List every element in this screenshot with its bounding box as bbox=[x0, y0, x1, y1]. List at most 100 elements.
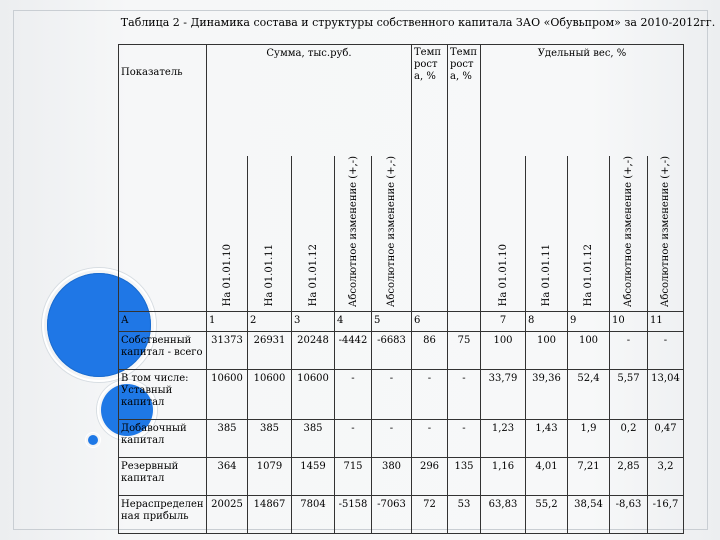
table-cell: - bbox=[334, 418, 372, 458]
col-header-weight-2-label: На 01.01.11 bbox=[541, 244, 552, 307]
table-cell: 7804 bbox=[291, 494, 335, 534]
table-cell: 5,57 bbox=[609, 368, 648, 420]
col-header-weight-5: Абсолютное изменение (+,-) bbox=[647, 155, 684, 312]
table-cell: - bbox=[609, 330, 648, 370]
table-cell: 1459 bbox=[291, 456, 335, 496]
table-cell: 13,04 bbox=[647, 368, 684, 420]
table-cell: - bbox=[447, 368, 481, 420]
col-header-sum-4-label: Абсолютное изменение (+,-) bbox=[347, 155, 359, 307]
col-header-sum-3: На 01.01.12 bbox=[291, 155, 335, 312]
col-number: 9 bbox=[567, 310, 610, 332]
col-header-sum-1-label: На 01.01.10 bbox=[221, 244, 233, 307]
table-cell: -8,63 bbox=[609, 494, 648, 534]
capital-table: Показатель Сумма, тыс.руб. Темп рост а, … bbox=[118, 44, 684, 534]
col-header-weight-4: Абсолютное изменение (+,-) bbox=[609, 155, 648, 312]
table-cell: 7,21 bbox=[567, 456, 610, 496]
col-number: 6 bbox=[411, 310, 448, 332]
row-label: Резервный капитал bbox=[118, 456, 207, 496]
col-header-sum-1: На 01.01.10 bbox=[206, 155, 248, 312]
col-number: 10 bbox=[609, 310, 648, 332]
header-subrow: На 01.01.10 На 01.01.11 На 01.01.12 Абсо… bbox=[119, 155, 684, 312]
table-cell: 20248 bbox=[291, 330, 335, 370]
col-number: 5 bbox=[371, 310, 412, 332]
col-number: А bbox=[118, 310, 207, 332]
decorative-circle-small bbox=[85, 432, 101, 448]
table-cell: 1079 bbox=[247, 456, 292, 496]
table-cell: 2,85 bbox=[609, 456, 648, 496]
table-cell: 20025 bbox=[206, 494, 248, 534]
table-cell: - bbox=[334, 368, 372, 420]
growth-header-1: Темп рост а, % bbox=[411, 44, 448, 312]
header-row: Показатель Сумма, тыс.руб. Темп рост а, … bbox=[118, 44, 684, 312]
col-header-weight-2: На 01.01.11 bbox=[525, 155, 568, 312]
growth-header-2: Темп рост а, % bbox=[447, 44, 481, 312]
col-number: 2 bbox=[247, 310, 292, 332]
table-cell: 100 bbox=[480, 330, 526, 370]
table-cell: 1,23 bbox=[480, 418, 526, 458]
table-cell: 385 bbox=[206, 418, 248, 458]
table-cell: 38,54 bbox=[567, 494, 610, 534]
row-label: Нераспределен ная прибыль bbox=[118, 494, 207, 534]
table-cell: 10600 bbox=[247, 368, 292, 420]
col-header-sum-2: На 01.01.11 bbox=[247, 155, 292, 312]
table-cell: 100 bbox=[525, 330, 568, 370]
col-header-sum-5: Абсолютное изменение (+,-) bbox=[371, 155, 412, 312]
table-cell: 385 bbox=[291, 418, 335, 458]
table-row: Добавочный капитал 385 385 385- - - -1,23 1,43 1… bbox=[118, 418, 684, 458]
col-number bbox=[447, 310, 481, 332]
table-cell: 33,79 bbox=[480, 368, 526, 420]
table-cell: 0,47 bbox=[647, 418, 684, 458]
table-cell: 364 bbox=[206, 456, 248, 496]
table-row: Собственный капитал - всего 31373 26931 202… bbox=[118, 330, 684, 370]
table-cell: - bbox=[411, 418, 448, 458]
table-row: В том числе: Уставный капитал 10600 10600 1… bbox=[118, 368, 684, 420]
table-cell: 10600 bbox=[291, 368, 335, 420]
col-number: 7 bbox=[480, 310, 526, 332]
table-cell: 1,9 bbox=[567, 418, 610, 458]
table-cell: 31373 bbox=[206, 330, 248, 370]
col-header-sum-4: Абсолютное изменение (+,-) bbox=[334, 155, 372, 312]
table-row: Нераспределен ная прибыль 20025 14867 7804-… bbox=[118, 494, 684, 534]
col-number: 8 bbox=[525, 310, 568, 332]
indicator-header: Показатель bbox=[118, 44, 207, 312]
table-cell: 86 bbox=[411, 330, 448, 370]
col-number: 4 bbox=[334, 310, 372, 332]
row-label: Добавочный капитал bbox=[118, 418, 207, 458]
row-label: Собственный капитал - всего bbox=[118, 330, 207, 370]
table-cell: 135 bbox=[447, 456, 481, 496]
col-number: 3 bbox=[291, 310, 335, 332]
table-cell: - bbox=[371, 418, 412, 458]
col-header-weight-1: На 01.01.10 bbox=[480, 155, 526, 312]
col-header-sum-2-label: На 01.01.11 bbox=[264, 244, 275, 307]
col-header-sum-3-label: На 01.01.12 bbox=[307, 244, 319, 307]
row-label: В том числе: Уставный капитал bbox=[118, 368, 207, 420]
table-cell: 1,43 bbox=[525, 418, 568, 458]
table-cell: 1,16 bbox=[480, 456, 526, 496]
col-header-weight-4-label: Абсолютное изменение (+,-) bbox=[623, 155, 634, 307]
table-cell: - bbox=[447, 418, 481, 458]
column-number-row: А 1 2 3 4 5 6 7 8 9 10 11 bbox=[118, 310, 684, 332]
table-cell: 296 bbox=[411, 456, 448, 496]
table-cell: -4442 bbox=[334, 330, 372, 370]
table-cell: 4,01 bbox=[525, 456, 568, 496]
table-cell: 52,4 bbox=[567, 368, 610, 420]
table-row: Резервный капитал 364 1079 1459 715 380 296 135… bbox=[118, 456, 684, 496]
table-cell: 0,2 bbox=[609, 418, 648, 458]
col-number: 11 bbox=[647, 310, 684, 332]
table-cell: -6683 bbox=[371, 330, 412, 370]
table-cell: 100 bbox=[567, 330, 610, 370]
table-cell: 380 bbox=[371, 456, 412, 496]
weight-group-header: Удельный вес, % bbox=[480, 44, 684, 156]
table-cell: 53 bbox=[447, 494, 481, 534]
table-cell: 72 bbox=[411, 494, 448, 534]
table-cell: 39,36 bbox=[525, 368, 568, 420]
col-header-weight-3-label: На 01.01.12 bbox=[583, 244, 594, 307]
table-cell: 75 bbox=[447, 330, 481, 370]
table-cell: 3,2 bbox=[647, 456, 684, 496]
col-header-weight-5-label: Абсолютное изменение (+,-) bbox=[660, 155, 671, 307]
table-cell: - bbox=[411, 368, 448, 420]
table-cell: 26931 bbox=[247, 330, 292, 370]
table-cell: 385 bbox=[247, 418, 292, 458]
table-cell: -5158 bbox=[334, 494, 372, 534]
